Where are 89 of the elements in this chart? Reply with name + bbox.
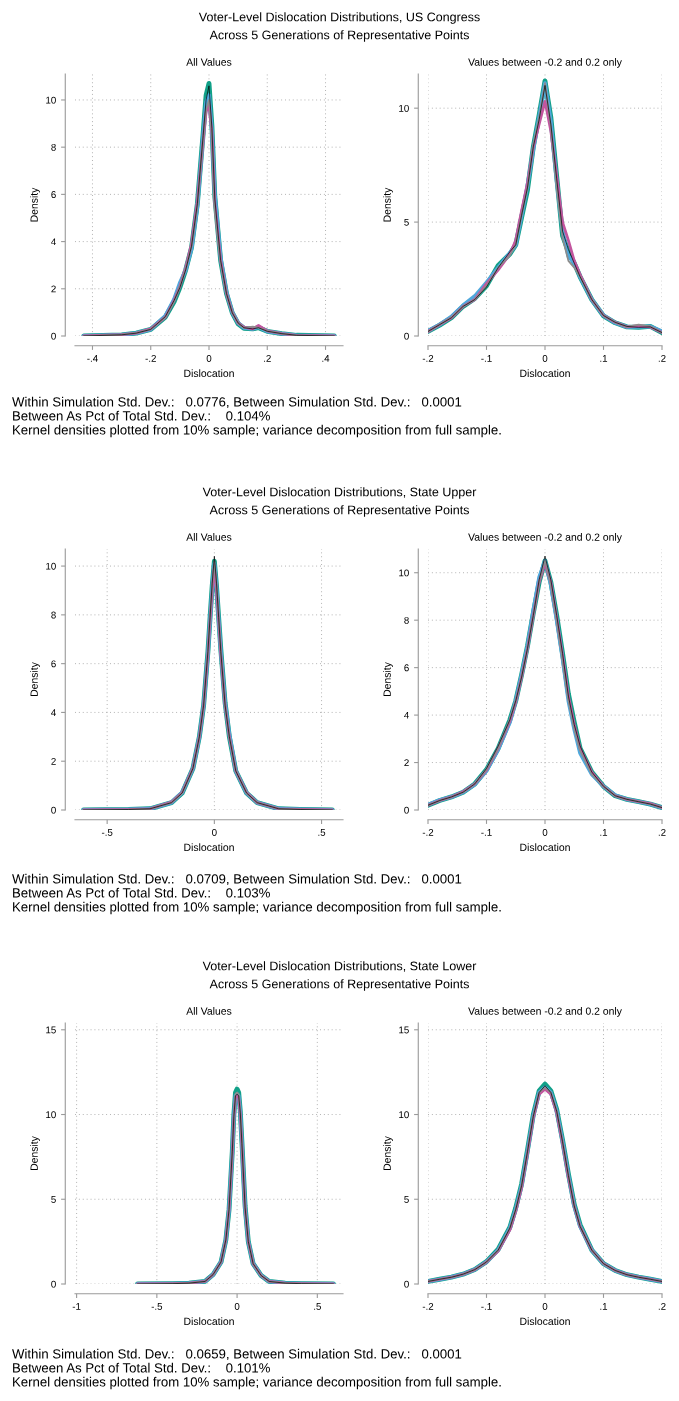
text: Within Simulation Std. Dev.: 0.0776, Between Simulation Std. Dev.: 0.0001 (12, 396, 462, 409)
x-axis-title: Dislocation (184, 843, 234, 852)
text: Between As Pct of Total Std. Dev.: 0.101% (13, 1362, 270, 1373)
y-axis-title: Density (30, 662, 40, 697)
y-tick-label: 5 (404, 1196, 409, 1203)
text: Voter-Level Dislocation Distributions, US Congress (198, 12, 480, 24)
x-tick-label: .2 (658, 829, 666, 836)
y-tick-label: 6 (51, 191, 56, 198)
y-axis-title: Density (383, 1136, 393, 1171)
y-tick-label: 15 (399, 1026, 409, 1034)
y-tick-label: 0 (404, 332, 409, 340)
y-tick-label: 10 (46, 562, 56, 570)
x-tick-label: .1 (600, 1303, 608, 1310)
text: Kernel densities plotted from 10% sample; variance decomposition from full sample. (13, 424, 501, 438)
x-tick-label: 0 (206, 355, 212, 362)
text: Across 5 Generations of Representative Points (209, 30, 469, 42)
x-tick-label: -.1 (481, 1303, 492, 1310)
y-tick-label: 2 (404, 759, 409, 767)
x-tick-label: -.2 (145, 355, 156, 362)
x-tick-label: -.5 (151, 1303, 163, 1310)
y-tick-label: 2 (51, 285, 56, 293)
x-tick-label: -.4 (87, 355, 98, 362)
y-tick-label: 8 (404, 616, 409, 624)
y-tick-label: 0 (51, 332, 56, 340)
x-tick-label: -.2 (422, 355, 434, 362)
y-tick-label: 10 (399, 104, 409, 112)
x-tick-label: .5 (318, 829, 326, 836)
y-tick-label: 0 (51, 806, 56, 814)
y-tick-label: 10 (46, 96, 56, 104)
x-axis-title: Dislocation (520, 1317, 570, 1326)
text: Voter-Level Dislocation Distributions, State Lower (202, 961, 477, 972)
chart-title: Values between -0.2 and 0.2 only (468, 1007, 622, 1017)
y-tick-label: 0 (51, 1280, 56, 1288)
text: Within Simulation Std. Dev.: 0.0709, Between Simulation Std. Dev.: 0.0001 (12, 873, 462, 886)
x-tick-label: .2 (658, 1303, 666, 1310)
chart-title: Values between -0.2 and 0.2 only (468, 533, 622, 543)
y-tick-label: 6 (51, 660, 56, 668)
text: Across 5 Generations of Representative Points (209, 979, 469, 991)
text: Kernel densities plotted from 10% sample; variance decomposition from full sample. (13, 1376, 501, 1390)
y-tick-label: 4 (51, 709, 56, 716)
x-tick-label: -.5 (101, 829, 113, 836)
y-tick-label: 4 (404, 711, 409, 719)
x-tick-label: 0 (542, 355, 548, 362)
x-tick-label: .2 (264, 355, 271, 362)
x-tick-label: .1 (600, 829, 608, 836)
y-tick-label: 10 (46, 1111, 56, 1119)
x-axis-title: Dislocation (520, 369, 570, 378)
y-tick-label: 6 (404, 664, 409, 672)
y-tick-label: 5 (404, 218, 409, 226)
y-tick-label: 0 (404, 806, 409, 814)
chart-title: Values between -0.2 and 0.2 only (468, 58, 622, 68)
y-tick-label: 10 (399, 1111, 409, 1119)
y-tick-label: 8 (51, 611, 56, 619)
x-tick-label: -.1 (481, 355, 492, 362)
chart-title: All Values (186, 1007, 232, 1015)
y-tick-label: 15 (46, 1026, 56, 1034)
text: Between As Pct of Total Std. Dev.: 0.104% (13, 410, 270, 421)
x-tick-label: -1 (72, 1303, 81, 1310)
chart-title: All Values (186, 533, 232, 541)
x-tick-label: .5 (314, 1303, 321, 1310)
x-tick-label: .1 (600, 355, 608, 362)
x-tick-label: -.2 (422, 829, 434, 836)
x-tick-label: 0 (542, 829, 548, 836)
y-tick-label: 2 (51, 757, 56, 765)
y-tick-label: 5 (51, 1196, 56, 1203)
text: Within Simulation Std. Dev.: 0.0659, Between Simulation Std. Dev.: 0.0001 (12, 1348, 462, 1361)
x-axis-title: Dislocation (520, 843, 570, 852)
x-tick-label: 0 (212, 829, 217, 836)
chart-title: All Values (186, 58, 232, 66)
y-axis-title: Density (30, 187, 40, 222)
x-tick-label: .4 (322, 355, 330, 362)
x-tick-label: -.1 (481, 829, 492, 836)
text: Kernel densities plotted from 10% sample; variance decomposition from full sample. (13, 901, 501, 915)
x-axis-title: Dislocation (184, 369, 234, 378)
text: Across 5 Generations of Representative Points (209, 505, 469, 517)
y-tick-label: 10 (399, 569, 409, 577)
y-axis-title: Density (383, 187, 393, 222)
text: Between As Pct of Total Std. Dev.: 0.103% (13, 887, 270, 898)
y-tick-label: 0 (404, 1280, 409, 1288)
x-axis-title: Dislocation (184, 1317, 234, 1326)
x-tick-label: .2 (658, 355, 666, 362)
x-tick-label: 0 (234, 1303, 240, 1310)
x-tick-label: 0 (542, 1303, 548, 1310)
y-axis-title: Density (30, 1136, 40, 1171)
y-axis-title: Density (383, 662, 393, 697)
y-tick-label: 4 (51, 238, 56, 246)
text: Voter-Level Dislocation Distributions, State Upper (202, 487, 477, 499)
y-tick-label: 8 (51, 143, 56, 151)
x-tick-label: -.2 (422, 1303, 434, 1310)
